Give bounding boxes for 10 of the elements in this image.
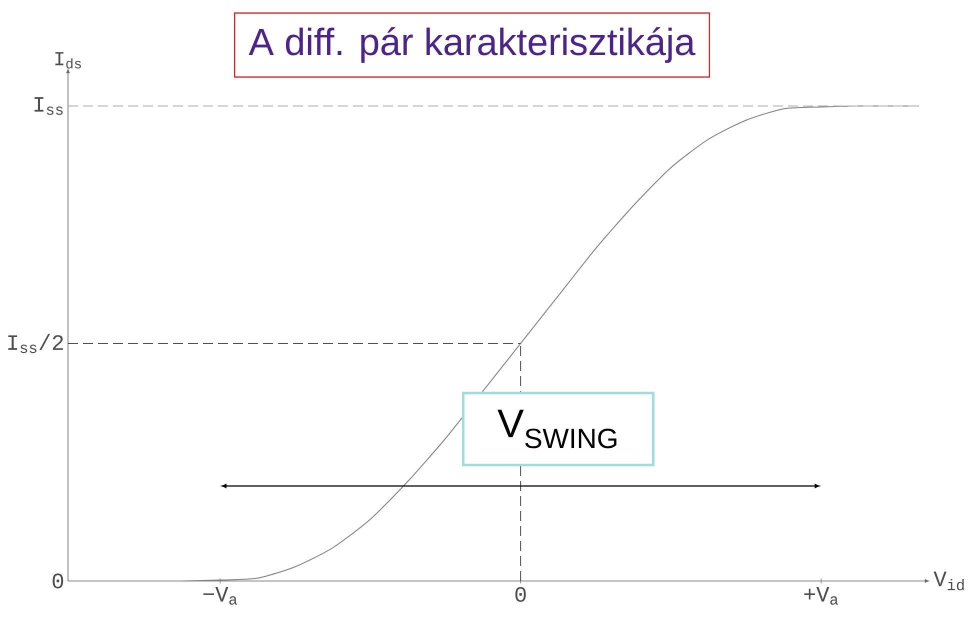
text: 0: [52, 574, 64, 588]
ref-line-label: I$_{ss}$: [34, 97, 63, 115]
y-axis-title: I$_{ds}$: [55, 52, 81, 68]
annotation: V$_{SWING}$: [498, 410, 616, 448]
chart-title: A diff. pár karakterisztikája: [248, 27, 696, 63]
ref-line-label: I$_{ss}$/2: [8, 334, 63, 354]
x-tick-label: +V$_{a}$: [804, 587, 838, 605]
x-tick-label: −V$_{a}$: [203, 587, 238, 605]
x-axis-title: V$_{id}$: [934, 572, 964, 590]
x-tick-label: 0: [515, 587, 526, 602]
